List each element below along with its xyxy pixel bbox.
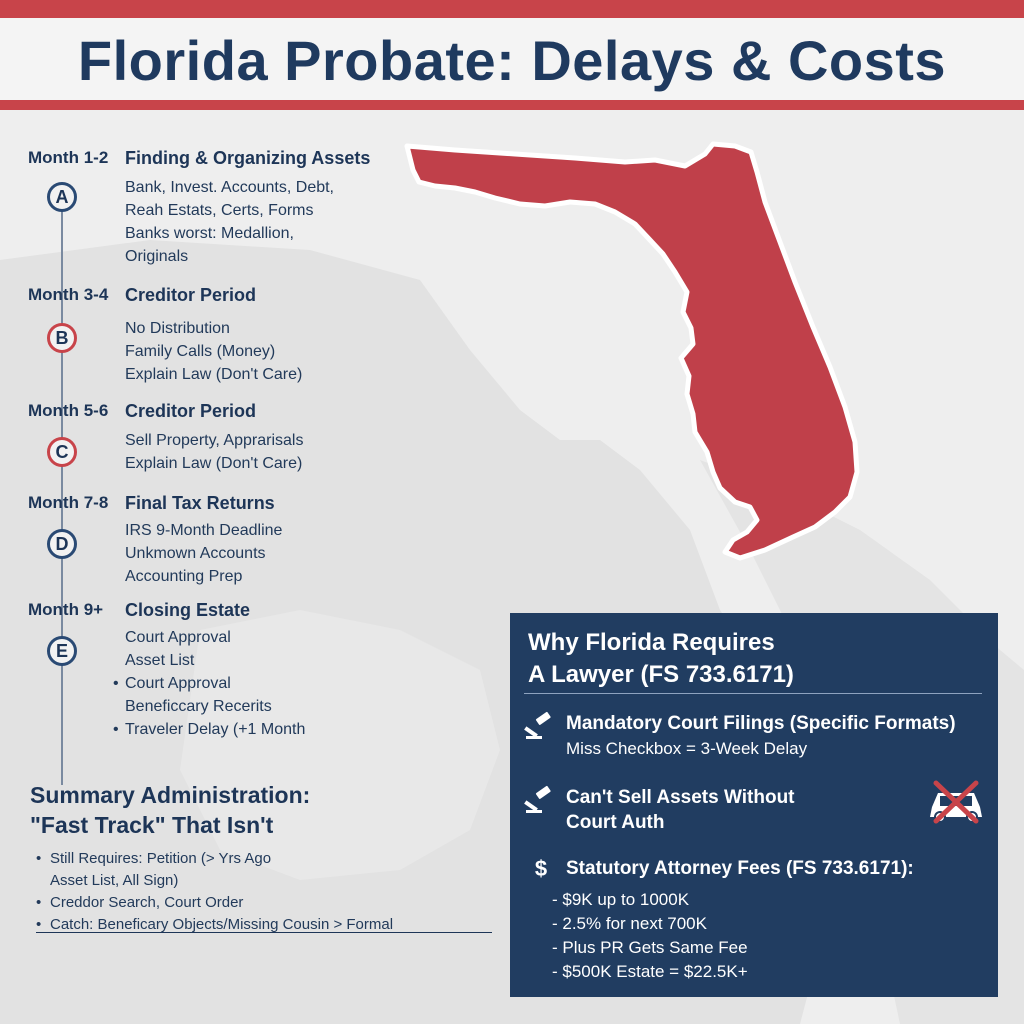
fee-item: - $500K Estate = $22.5K+ [552, 962, 748, 981]
timeline-connector [61, 205, 63, 785]
why-lawyer-panel: Why Florida Requires A Lawyer (FS 733.61… [510, 613, 998, 997]
step-letter-badge: D [47, 529, 77, 559]
step-title: Creditor Period [125, 285, 257, 305]
dollar-icon: $ [534, 856, 548, 881]
step-month: Month 9+ [28, 600, 104, 619]
summary-title-line1: Summary Administration: [30, 782, 311, 808]
summary-divider [36, 932, 492, 933]
summary-administration: Summary Administration: "Fast Track" Tha… [30, 780, 492, 936]
step-details: Bank, Invest. Accounts, Debt, Reah Estat… [125, 176, 334, 268]
florida-map [404, 141, 860, 561]
title-band [0, 18, 1024, 102]
summary-item: Still Requires: Petition (> Yrs Ago [30, 848, 470, 870]
why-title-line2: A Lawyer (FS 733.6171) [528, 661, 794, 688]
why-item-heading-line2: Court Auth [566, 812, 665, 833]
step-month: Month 7-8 [28, 493, 109, 512]
step-letter-badge: A [47, 182, 77, 212]
step-detail: Traveler Delay (+1 Month [113, 718, 305, 741]
step-detail: IRS 9-Month Deadline [125, 522, 283, 539]
summary-title-line2: "Fast Track" That Isn't [30, 812, 274, 838]
step-title: Closing Estate [125, 600, 251, 620]
step-detail: Explain Law (Don't Care) [125, 366, 303, 383]
step-detail: Banks worst: Medallion, [125, 225, 294, 242]
crossed-car-icon [930, 780, 982, 824]
why-panel-divider [524, 693, 982, 694]
step-detail: Unkmown Accounts [125, 545, 266, 562]
step-detail: Accounting Prep [125, 568, 243, 585]
step-detail: Beneficcary Recerits [125, 698, 272, 715]
step-detail: Explain Law (Don't Care) [125, 455, 303, 472]
title-divider [0, 100, 1024, 110]
why-item-heading: Mandatory Court Filings (Specific Format… [566, 713, 956, 734]
summary-item: Asset List, All Sign) [50, 872, 179, 889]
step-detail: Family Calls (Money) [125, 343, 276, 360]
top-accent-bar [0, 0, 1024, 18]
step-month: Month 3-4 [28, 285, 109, 304]
gavel-icon [524, 711, 551, 739]
why-item-heading-line1: Can't Sell Assets Without [566, 787, 795, 808]
step-detail: Originals [125, 248, 189, 265]
step-detail: Court Approval [125, 629, 231, 646]
step-detail: Court Approval [113, 672, 305, 695]
step-details: Court Approval Asset List Court Approval… [113, 626, 305, 741]
step-details: IRS 9-Month Deadline Unkmown Accounts Ac… [125, 519, 282, 588]
step-detail: Asset List [125, 652, 195, 669]
fee-item: - 2.5% for next 700K [552, 914, 707, 933]
summary-list: Still Requires: Petition (> Yrs Ago Asse… [30, 848, 470, 936]
step-month: Month 1-2 [28, 148, 109, 167]
step-detail: No Distribution [125, 320, 230, 337]
florida-shape [404, 141, 860, 561]
step-detail: Sell Property, Apprarisals [125, 432, 304, 449]
why-title-line1: Why Florida Requires [528, 629, 775, 656]
page-title: Florida Probate: Delays & Costs [77, 29, 947, 92]
step-detail: Bank, Invest. Accounts, Debt, [125, 179, 334, 196]
step-letter-badge: B [47, 323, 77, 353]
step-title: Finding & Organizing Assets [125, 148, 371, 168]
fee-item: - $9K up to 1000K [552, 890, 690, 909]
step-details: Sell Property, Apprarisals Explain Law (… [125, 429, 303, 475]
gavel-icon [524, 785, 551, 813]
step-month: Month 5-6 [28, 401, 109, 420]
step-letter-badge: C [47, 437, 77, 467]
probate-timeline: Month 1-2 Finding & Organizing Assets A … [28, 145, 428, 785]
step-title: Creditor Period [125, 401, 257, 421]
step-title: Final Tax Returns [125, 493, 275, 513]
fee-item: - Plus PR Gets Same Fee [552, 938, 748, 957]
summary-item: Catch: Beneficary Objects/Missing Cousin… [30, 914, 470, 936]
why-item-heading: Statutory Attorney Fees (FS 733.6171): [566, 858, 914, 879]
summary-item: Creddor Search, Court Order [30, 892, 470, 914]
step-detail: Reah Estats, Certs, Forms [125, 202, 314, 219]
fee-list: - $9K up to 1000K - 2.5% for next 700K -… [552, 888, 748, 984]
step-details: No Distribution Family Calls (Money) Exp… [125, 317, 302, 386]
why-panel-title: Why Florida Requires A Lawyer (FS 733.61… [528, 627, 794, 691]
why-item-detail: Miss Checkbox = 3-Week Delay [566, 739, 808, 758]
step-letter-badge: E [47, 636, 77, 666]
